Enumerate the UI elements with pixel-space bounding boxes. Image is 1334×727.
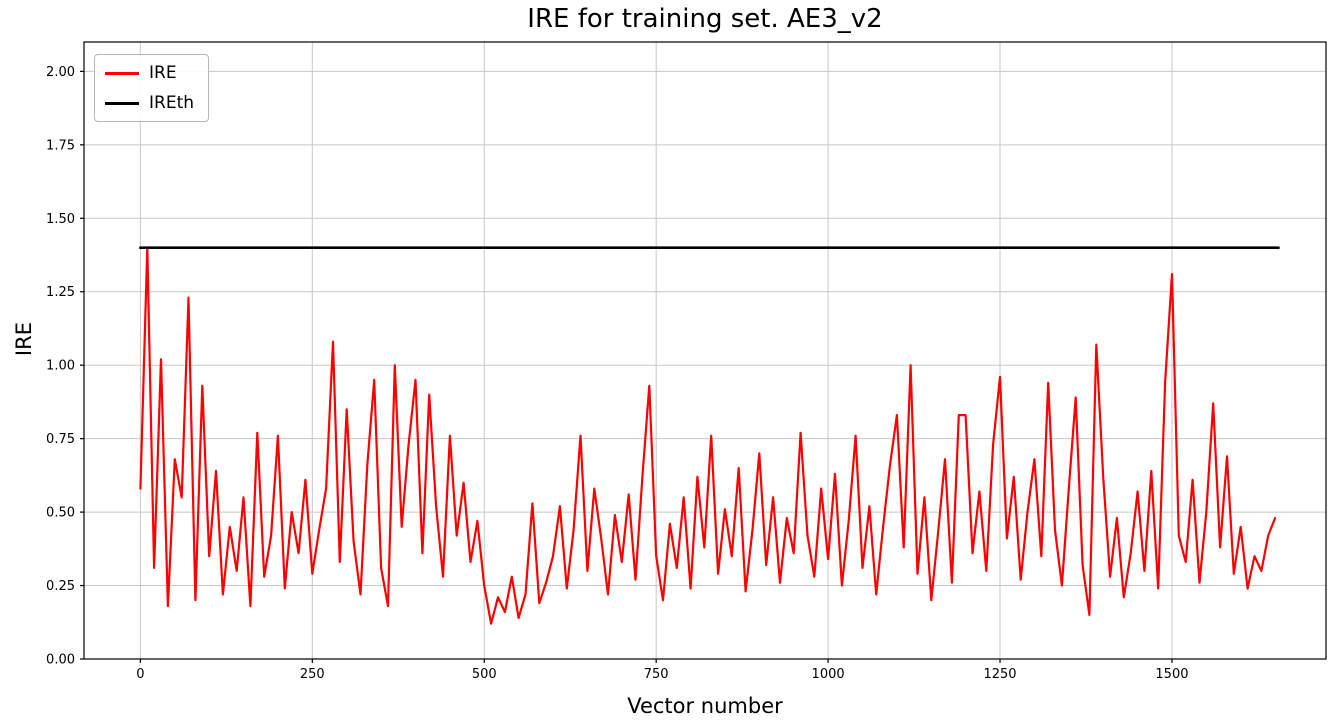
chart-title: IRE for training set. AE3_v2 [527, 4, 883, 34]
legend-item-ire: IRE [105, 63, 194, 83]
legend-label-ire: IRE [149, 63, 177, 83]
svg-text:0.25: 0.25 [46, 579, 75, 594]
svg-text:0.00: 0.00 [46, 653, 75, 668]
svg-text:2.00: 2.00 [46, 65, 75, 80]
ire-line-swatch [105, 71, 139, 75]
svg-text:1.00: 1.00 [46, 359, 75, 374]
legend-item-ireth: IREth [105, 93, 194, 113]
svg-text:0: 0 [136, 667, 144, 682]
svg-text:750: 750 [644, 667, 669, 682]
svg-text:250: 250 [300, 667, 325, 682]
svg-text:1.50: 1.50 [46, 212, 75, 227]
svg-text:500: 500 [472, 667, 497, 682]
svg-text:0.75: 0.75 [46, 432, 75, 447]
svg-text:1000: 1000 [812, 667, 845, 682]
y-axis-label: IRE [12, 322, 36, 357]
svg-text:1.25: 1.25 [46, 285, 75, 300]
legend: IRE IREth [94, 54, 210, 122]
svg-text:1250: 1250 [983, 667, 1016, 682]
legend-label-ireth: IREth [149, 93, 195, 113]
x-axis-label: Vector number [627, 694, 783, 718]
svg-text:1.75: 1.75 [46, 138, 75, 153]
svg-text:1500: 1500 [1155, 667, 1188, 682]
ireth-line-swatch [105, 101, 139, 105]
svg-text:0.50: 0.50 [46, 506, 75, 521]
